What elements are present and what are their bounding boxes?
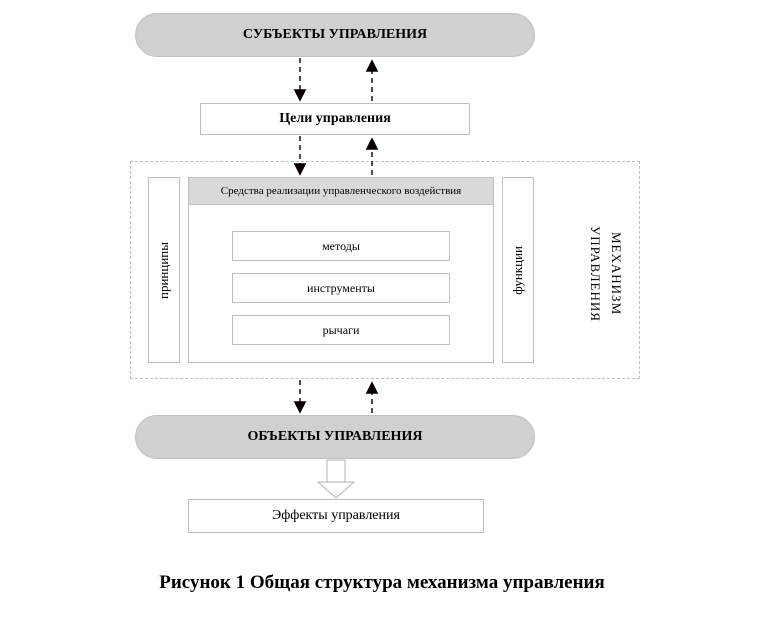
node-functions: функции [502,177,534,363]
mechanism-label-text: МЕХАНИЗМУПРАВЛЕНИЯ [584,226,626,322]
node-instruments-label: инструменты [307,281,375,296]
node-means-label: Средства реализации управленческого возд… [221,185,461,197]
node-methods-label: методы [322,239,360,254]
node-principles-label: принципы [156,242,172,299]
node-objects: ОБЪЕКТЫ УПРАВЛЕНИЯ [135,415,535,459]
figure-caption: Рисунок 1 Общая структура механизма упра… [0,572,764,594]
node-effects: Эффекты управления [188,499,484,533]
node-means: Средства реализации управленческого возд… [188,177,494,205]
flowchart-diagram: СУБЪЕКТЫ УПРАВЛЕНИЯ Цели управления прин… [20,5,744,535]
node-levers-label: рычаги [323,323,360,338]
objects-to-effects-arrow [318,460,354,498]
node-levers: рычаги [232,315,450,345]
node-functions-label: функции [510,246,526,295]
node-effects-label: Эффекты управления [272,508,400,524]
figure-caption-text: Рисунок 1 Общая структура механизма упра… [159,572,605,593]
node-objects-label: ОБЪЕКТЫ УПРАВЛЕНИЯ [248,429,423,445]
node-subjects-label: СУБЪЕКТЫ УПРАВЛЕНИЯ [243,27,427,43]
node-instruments: инструменты [232,273,450,303]
mechanism-label: МЕХАНИЗМУПРАВЛЕНИЯ [580,189,630,359]
node-goals: Цели управления [200,103,470,135]
node-goals-label: Цели управления [279,111,391,127]
node-subjects: СУБЪЕКТЫ УПРАВЛЕНИЯ [135,13,535,57]
node-methods: методы [232,231,450,261]
node-principles: принципы [148,177,180,363]
